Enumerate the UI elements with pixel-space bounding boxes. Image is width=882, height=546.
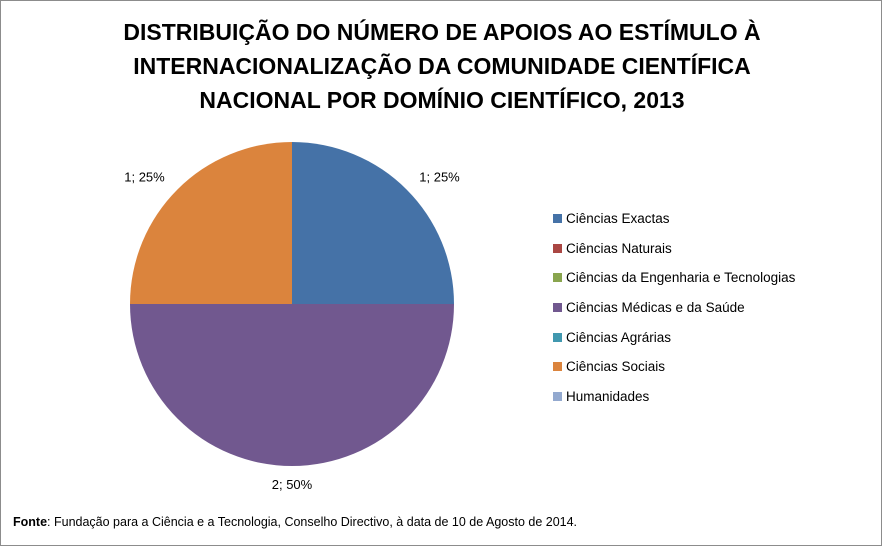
legend-swatch (553, 332, 562, 342)
chart-title-line: INTERNACIONALIZAÇÃO DA COMUNIDADE CIENTÍ… (133, 53, 751, 79)
legend-item: Ciências da Engenharia e Tecnologias (553, 263, 795, 293)
legend-label: Ciências Exactas (566, 211, 670, 227)
legend-swatch (553, 303, 562, 313)
legend-swatch (553, 362, 562, 372)
legend-item: Ciências Naturais (553, 234, 795, 264)
legend-item: Humanidades (553, 382, 795, 412)
legend-swatch (553, 214, 562, 224)
legend-item: Ciências Sociais (553, 352, 795, 382)
chart-title-line: NACIONAL POR DOMÍNIO CIENTÍFICO, 2013 (199, 87, 685, 113)
legend-item: Ciências Médicas e da Saúde (553, 293, 795, 323)
slice-data-label: 2; 50% (272, 477, 313, 492)
source-label: Fonte (13, 515, 48, 529)
legend-label: Ciências Médicas e da Saúde (566, 300, 745, 316)
legend-item: Ciências Agrárias (553, 322, 795, 352)
legend-label: Ciências Naturais (566, 240, 672, 256)
legend-label: Ciências Agrárias (566, 329, 672, 345)
slice-data-label: 1; 25% (419, 170, 460, 185)
legend-label: Humanidades (566, 388, 650, 404)
source-text: : Fundação para a Ciência e a Tecnologia… (47, 515, 578, 529)
legend-label: Ciências Sociais (566, 359, 666, 375)
legend-swatch (553, 391, 562, 401)
legend-swatch (553, 273, 562, 283)
pie-slice (130, 142, 292, 304)
source-note: Fonte: Fundação para a Ciência e a Tecno… (13, 515, 577, 529)
chart-title-line: DISTRIBUIÇÃO DO NÚMERO DE APOIOS AO ESTÍ… (123, 19, 761, 45)
legend: Ciências Exactas Ciências Naturais Ciência… (553, 204, 795, 411)
chart-title: DISTRIBUIÇÃO DO NÚMERO DE APOIOS AO ESTÍ… (61, 15, 823, 117)
slice-data-label: 1; 25% (124, 170, 165, 185)
pie-slice (130, 304, 454, 466)
legend-item: Ciências Exactas (553, 204, 795, 234)
legend-label: Ciências da Engenharia e Tecnologias (566, 270, 796, 286)
pie-slice (292, 142, 454, 304)
legend-swatch (553, 243, 562, 253)
